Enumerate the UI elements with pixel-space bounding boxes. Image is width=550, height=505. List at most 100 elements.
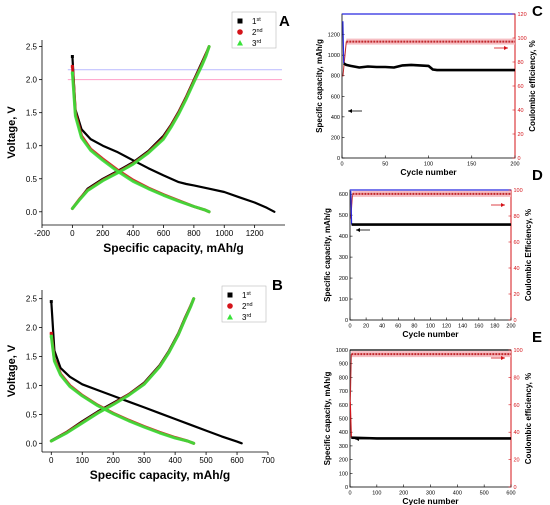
legend: 1st 2nd 3rd [231,11,277,49]
x-axis-title: Specific capacity, mAh/g [103,241,244,255]
y-tick-label: 1.5 [26,109,38,118]
series-3-discharge-line [49,334,196,445]
capacity-arrowhead [356,228,360,232]
legend-label-number: 1 [252,17,257,26]
series-3-charge-line [70,45,211,210]
efficiency-arrowhead [504,46,508,50]
y-right-tick-label: 60 [518,84,524,90]
y-tick-label: 600 [339,403,348,409]
y-right-tick-label: 0 [514,318,517,324]
y-right-tick-label: 0 [514,485,517,491]
panel-a: -200 0 200 400 600 800 1000 1200 0.0 0.5 1.0 1.5 2.0… [6,11,285,255]
y-tick-label: 1000 [336,348,348,354]
capacity-first-drop [349,402,352,438]
x-tick-label: 200 [510,162,519,168]
series-3-start-point [49,334,53,338]
y-tick-label: 100 [339,297,348,303]
y-tick-label: 300 [339,444,348,450]
x-tick-label: 100 [424,162,433,168]
y-tick-label: 200 [339,276,348,282]
y-tick-label: 400 [339,234,348,240]
x-tick-label: 200 [107,456,121,465]
legend-label-number: 2 [242,302,247,311]
capacity-arrowhead [348,109,352,113]
legend-label-suffix: st [256,17,261,23]
x-axis-title: Cycle number [402,329,459,339]
x-tick-label: 80 [411,324,417,330]
panel-e: 0 100 200 300 400 500 600010020030040050060070… [323,348,533,505]
legend-label: 3rd [242,313,251,322]
series-2-start-point [49,331,53,335]
y-right-tick-label: 20 [514,458,520,464]
y-tick-label: 500 [339,213,348,219]
legend-label-number: 1 [242,291,247,300]
y-tick-label: 1.0 [26,381,38,390]
plot-frame [349,349,512,488]
y-right-tick-label: 60 [514,240,520,246]
x-tick-label: 200 [399,491,408,497]
series-1-discharge-line [71,55,276,213]
plot-frame [349,189,512,321]
legend-label-number: 3 [242,313,247,322]
x-tick-label: 500 [199,456,213,465]
legend-label: 1st [242,291,251,300]
efficiency-arrowhead [501,356,505,360]
series-3-charge-line [49,297,196,443]
legend-label: 1st [252,17,261,26]
y-right-tick-label: 20 [514,292,520,298]
y-tick-label: 1200 [328,33,340,39]
x-tick-label: 800 [187,229,201,238]
legend-marker-square [227,292,233,298]
x-tick-label: 40 [379,324,385,330]
y-right-tick-label: 0 [518,156,521,162]
x-axis-title: Cycle number [400,167,457,177]
legend-label-number: 3 [252,39,257,48]
y-tick-label: 0.5 [26,410,38,419]
y-tick-label: 600 [331,94,340,100]
x-tick-label: 100 [426,324,435,330]
y-tick-label: 200 [339,458,348,464]
x-tick-label: 0 [49,456,54,465]
x-tick-label: 700 [261,456,275,465]
x-tick-label: 200 [506,324,515,330]
y-tick-label: 0 [337,156,340,162]
legend-marker-triangle [237,40,243,46]
series-3-start-point [70,71,74,75]
y-right-axis-title: Coulombic Efficiency, % [524,209,533,301]
capacity-series [351,436,511,440]
legend-label: 3rd [252,39,261,48]
capacity-arrowhead [355,437,359,441]
efficiency-initial [349,354,352,403]
x-tick-label: 500 [480,491,489,497]
panel-letter-a: A [279,13,290,30]
y-right-tick-label: 60 [514,403,520,409]
y-right-tick-label: 40 [514,430,520,436]
y-tick-label: 900 [339,362,348,368]
series-1-start-point [49,300,53,304]
y-tick-label: 0.0 [26,208,38,217]
legend-label-suffix: nd [246,302,252,308]
legend-label-suffix: rd [246,313,251,319]
y-tick-label: 300 [339,255,348,261]
x-tick-label: 50 [382,162,388,168]
x-tick-label: 1000 [215,229,233,238]
x-tick-label: 0 [348,491,351,497]
y-tick-label: 400 [331,115,340,121]
y-tick-label: 1.0 [26,142,38,151]
legend-label: 2nd [242,302,253,311]
panel-letter-e: E [532,329,542,346]
legend-label-number: 2 [252,28,257,37]
legend-marker-circle [237,29,243,35]
series-2-start-point [70,64,74,68]
capacity-first-drop [350,191,353,225]
panel-d: 0 20 40 60 80 100 120 140 160 180 2000100200300400… [323,188,533,339]
y-tick-label: 800 [331,74,340,80]
y-axis-title: Specific capacity, mAh/g [323,208,332,302]
y-right-tick-label: 80 [514,214,520,220]
y-tick-label: 2.0 [26,76,38,85]
panel-letter-c: C [532,3,543,20]
panel-b: 0 100 200 300 400 500 600 700 0.0 0.5 1.0 1.5 2.0 2.5… [6,285,275,482]
x-tick-label: 600 [230,456,244,465]
series-1-discharge-line [50,300,243,445]
